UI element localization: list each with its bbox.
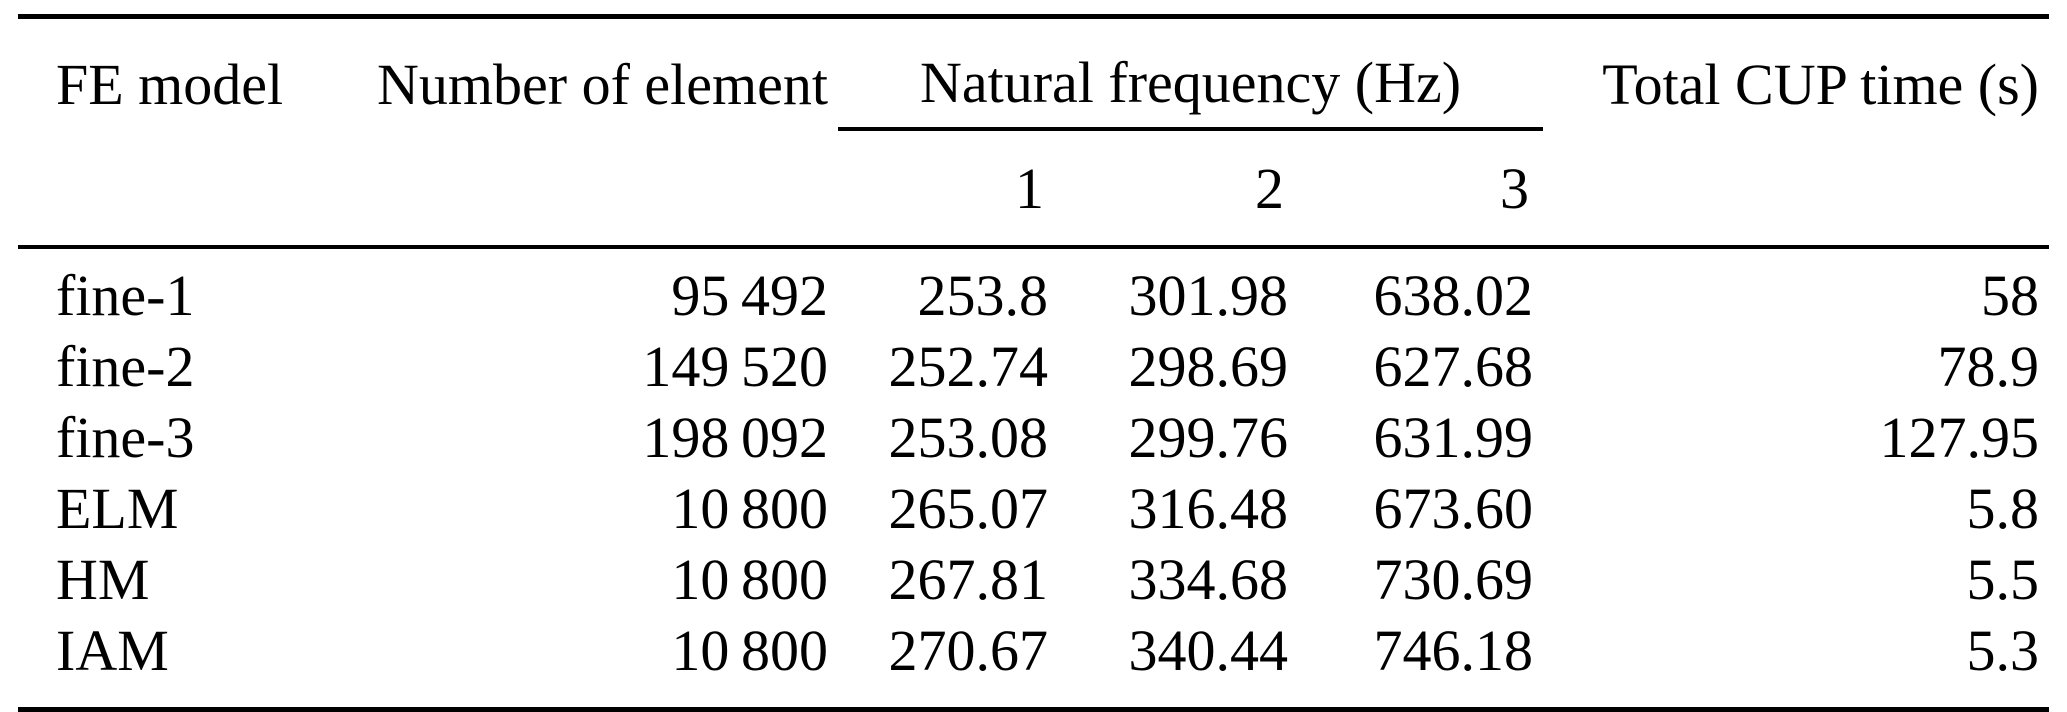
freq1-cell: 267.81: [888, 547, 1049, 613]
header-row-frequency-modes: 1 2 3: [18, 128, 2049, 249]
cpu-time-cell: 78.9: [1937, 334, 2040, 400]
freq3-cell: 673.60: [1373, 476, 1534, 542]
fe-model-cell: fine-2: [56, 334, 195, 400]
freq1-cell: 253.8: [917, 263, 1049, 329]
column-header-total-cpu-time: Total CUP time (s): [1602, 52, 2039, 117]
table-row: HM 10 800 267.81 334.68 730.69 5.5: [18, 545, 2049, 616]
freq1-cell: 253.08: [888, 405, 1049, 471]
fe-model-cell: fine-3: [56, 405, 195, 471]
freq2-cell: 334.68: [1128, 547, 1289, 613]
column-header-number-of-element: Number of element: [377, 52, 828, 117]
fe-model-cell: IAM: [56, 618, 169, 684]
freq1-cell: 265.07: [888, 476, 1049, 542]
column-header-fe-model: FE model: [56, 52, 284, 117]
cpu-time-cell: 127.95: [1879, 405, 2040, 471]
header-spacer-cell: [18, 128, 283, 249]
table-header: FE model Number of element Natural frequ…: [18, 16, 2049, 249]
header-spacer-cell: [283, 128, 838, 249]
freq2-cell: 298.69: [1128, 334, 1289, 400]
elements-cell: 95 492: [671, 263, 828, 329]
freq2-cell: 299.76: [1128, 405, 1289, 471]
elements-cell: 10 800: [671, 618, 828, 684]
subcolumn-header-mode-3: 3: [1298, 128, 1543, 249]
fe-model-cell: ELM: [56, 476, 179, 542]
cpu-time-cell: 5.3: [1966, 618, 2040, 684]
freq1-cell: 270.67: [888, 618, 1049, 684]
cpu-time-cell: 5.5: [1966, 547, 2040, 613]
cpu-time-cell: 58: [1981, 263, 2039, 329]
freq2-cell: 316.48: [1128, 476, 1289, 542]
table-row: fine-1 95 492 253.8 301.98 638.02 58: [18, 247, 2049, 332]
table-row: fine-2 149 520 252.74 298.69 627.68 78.9: [18, 332, 2049, 403]
elements-cell: 10 800: [671, 476, 828, 542]
elements-cell: 10 800: [671, 547, 828, 613]
freq1-cell: 252.74: [888, 334, 1049, 400]
fe-model-cell: fine-1: [56, 263, 195, 329]
freq3-cell: 746.18: [1373, 618, 1534, 684]
elements-cell: 149 520: [642, 334, 828, 400]
fe-model-cell: HM: [56, 547, 150, 613]
subcolumn-header-mode-2: 2: [1058, 128, 1298, 249]
table-row: fine-3 198 092 253.08 299.76 631.99 127.…: [18, 403, 2049, 474]
cpu-time-cell: 5.8: [1966, 476, 2040, 542]
freq3-cell: 631.99: [1373, 405, 1534, 471]
table-row: IAM 10 800 270.67 340.44 746.18 5.3: [18, 616, 2049, 710]
table-body: fine-1 95 492 253.8 301.98 638.02 58 fin…: [18, 247, 2049, 710]
table-row: ELM 10 800 265.07 316.48 673.60 5.8: [18, 474, 2049, 545]
header-spacer-cell: [1543, 128, 2049, 249]
subcolumn-header-mode-1: 1: [838, 128, 1058, 249]
column-group-header-natural-frequency: Natural frequency (Hz): [838, 16, 1543, 131]
elements-cell: 198 092: [642, 405, 828, 471]
freq3-cell: 730.69: [1373, 547, 1534, 613]
freq2-cell: 340.44: [1128, 618, 1289, 684]
fe-model-results-table: FE model Number of element Natural frequ…: [18, 14, 2049, 712]
header-row-main: FE model Number of element Natural frequ…: [18, 16, 2049, 131]
freq2-cell: 301.98: [1128, 263, 1289, 329]
freq3-cell: 638.02: [1373, 263, 1534, 329]
freq3-cell: 627.68: [1373, 334, 1534, 400]
